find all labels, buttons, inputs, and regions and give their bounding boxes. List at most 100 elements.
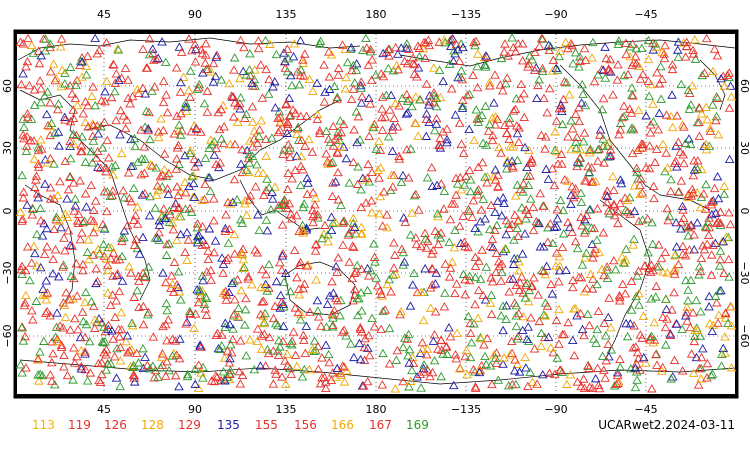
- station-marker: [646, 260, 657, 269]
- station-marker: [555, 46, 566, 55]
- station-marker: [615, 354, 625, 363]
- station-marker: [45, 370, 56, 379]
- station-marker: [208, 77, 219, 86]
- station-marker: [70, 93, 81, 102]
- station-marker: [504, 113, 515, 123]
- station-marker: [371, 70, 381, 79]
- left-tick-neg60: −60: [1, 324, 14, 347]
- station-marker: [326, 212, 337, 221]
- station-marker: [21, 290, 31, 300]
- top-tick-45: 45: [97, 8, 111, 21]
- station-marker: [257, 264, 268, 274]
- station-marker: [599, 158, 609, 167]
- station-marker: [176, 108, 186, 118]
- station-marker: [625, 42, 635, 51]
- station-marker: [236, 214, 246, 224]
- station-marker: [575, 52, 585, 61]
- station-marker: [702, 114, 712, 124]
- station-marker: [413, 131, 423, 140]
- station-marker: [22, 132, 32, 141]
- station-marker: [499, 47, 509, 56]
- station-marker: [420, 53, 430, 62]
- station-marker: [201, 38, 211, 48]
- station-marker: [270, 103, 281, 112]
- bottom-tick-180: 180: [366, 403, 387, 416]
- station-marker: [321, 322, 332, 331]
- station-marker: [209, 376, 220, 386]
- station-marker: [189, 154, 200, 163]
- station-marker: [298, 283, 308, 293]
- station-marker: [689, 336, 700, 346]
- station-marker: [335, 142, 346, 151]
- station-marker: [171, 154, 182, 163]
- station-marker: [101, 206, 112, 216]
- station-marker: [116, 307, 126, 317]
- station-marker: [29, 241, 39, 250]
- station-marker: [88, 119, 98, 128]
- station-marker: [338, 216, 349, 226]
- station-marker: [543, 174, 554, 183]
- station-marker: [116, 148, 127, 158]
- station-marker: [268, 313, 279, 323]
- station-marker: [359, 175, 370, 184]
- station-marker: [695, 307, 706, 316]
- station-marker: [377, 125, 388, 134]
- station-marker: [568, 282, 578, 292]
- station-marker: [127, 344, 137, 354]
- station-marker: [409, 59, 420, 69]
- station-marker: [588, 274, 598, 283]
- station-marker: [154, 227, 164, 237]
- station-marker: [140, 89, 151, 98]
- station-marker: [335, 310, 345, 320]
- station-marker: [423, 236, 433, 245]
- station-marker: [328, 121, 339, 131]
- station-marker: [375, 191, 386, 201]
- station-marker: [237, 370, 248, 380]
- station-marker: [167, 218, 178, 227]
- station-marker: [447, 34, 458, 43]
- station-marker: [679, 122, 689, 131]
- station-marker: [592, 279, 602, 289]
- station-marker: [613, 36, 624, 45]
- station-marker: [131, 348, 142, 357]
- station-marker: [565, 370, 576, 379]
- station-marker: [686, 275, 696, 284]
- station-marker: [138, 343, 148, 353]
- station-marker: [264, 74, 274, 84]
- station-marker: [252, 324, 263, 333]
- station-marker: [84, 336, 95, 346]
- station-marker: [438, 127, 448, 136]
- station-marker: [254, 131, 264, 141]
- station-marker: [23, 112, 33, 122]
- station-marker: [470, 40, 480, 50]
- station-marker: [109, 351, 120, 361]
- station-marker: [262, 344, 273, 354]
- station-marker: [451, 354, 462, 363]
- station-marker: [416, 383, 426, 392]
- station-marker: [402, 89, 412, 99]
- station-marker: [676, 79, 687, 89]
- station-marker: [189, 192, 200, 201]
- station-marker: [255, 309, 266, 319]
- station-marker: [88, 131, 98, 140]
- station-marker: [497, 259, 507, 268]
- station-marker: [496, 53, 507, 63]
- station-marker: [80, 96, 91, 106]
- station-marker: [612, 75, 623, 84]
- station-marker: [70, 194, 81, 203]
- station-marker: [225, 353, 235, 363]
- station-marker: [53, 127, 64, 136]
- station-marker: [223, 197, 233, 207]
- station-marker: [237, 250, 248, 259]
- station-marker: [110, 78, 121, 87]
- station-marker: [182, 255, 192, 264]
- station-marker: [546, 343, 556, 352]
- station-marker: [176, 47, 187, 56]
- station-marker: [350, 78, 360, 87]
- station-marker: [588, 37, 598, 47]
- station-marker: [491, 358, 502, 367]
- station-marker: [77, 53, 87, 62]
- station-marker: [689, 331, 700, 341]
- station-marker: [675, 147, 686, 156]
- station-marker: [568, 192, 579, 202]
